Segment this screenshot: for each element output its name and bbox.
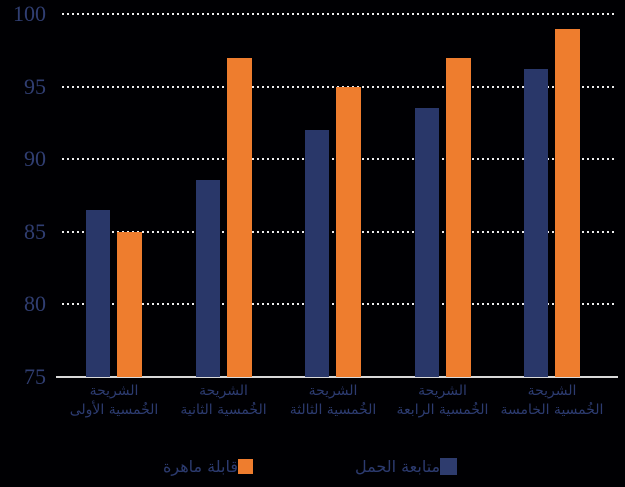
y-axis-tick-label: 75: [24, 364, 46, 389]
legend-swatch-blue: [440, 457, 458, 475]
bar-anc-quintile-5: [524, 69, 548, 377]
x-axis-label-quintile-4: الشريحة الخُمسية الرابعة: [396, 383, 489, 418]
bar-anc-quintile-2: [195, 179, 220, 377]
y-axis-tick-label: 100: [13, 1, 46, 26]
legend-label-antenatal-care: متابعة الحمل: [355, 456, 441, 476]
bar-anc-quintile-4: [414, 108, 439, 377]
bar-skilled-quintile-2: [226, 57, 252, 377]
legend-label-skilled-attendant: قابلة ماهرة: [163, 456, 239, 476]
bar-skilled-quintile-4: [445, 57, 471, 377]
x-axis-label-quintile-2: الشريحة الخُمسية الثانية: [180, 383, 267, 418]
x-axis-label-quintile-3: الشريحة الخُمسية الثالثة: [289, 383, 377, 418]
x-axis-baseline: [56, 376, 618, 378]
bar-anc-quintile-1: [86, 210, 110, 377]
legend-item-skilled-attendant: قابلة ماهرة: [163, 450, 267, 482]
gridline-y-100: [62, 13, 617, 15]
x-axis-label-quintile-5: الشريحة الخُمسية الخامسة: [500, 383, 604, 418]
x-axis-label-quintile-1: الشريحة الخُمسية الأولى: [69, 383, 159, 418]
y-axis-tick-label: 95: [24, 73, 46, 99]
bar-skilled-quintile-1: [117, 231, 142, 377]
legend: قابلة ماهرة متابعة الحمل: [0, 450, 625, 482]
bar-skilled-quintile-5: [555, 28, 580, 377]
y-axis-tick-label: 90: [24, 146, 46, 172]
y-axis-tick-label: 85: [24, 218, 46, 244]
y-axis-tick-label: 80: [24, 291, 46, 317]
bar-anc-quintile-3: [305, 130, 329, 377]
bar-skilled-quintile-3: [336, 86, 361, 377]
legend-swatch-orange: [238, 458, 254, 474]
legend-item-antenatal-care: متابعة الحمل: [355, 450, 473, 482]
